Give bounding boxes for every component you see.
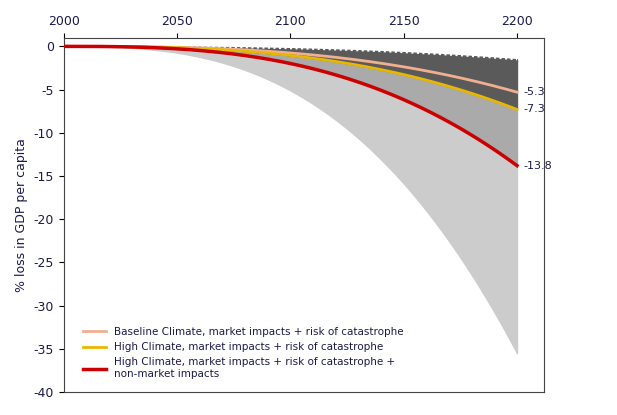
Text: -5.3: -5.3 — [524, 87, 545, 97]
Legend: Baseline Climate, market impacts + risk of catastrophe, High Climate, market imp: Baseline Climate, market impacts + risk … — [78, 323, 408, 383]
Text: -13.8: -13.8 — [524, 161, 553, 171]
Text: -7.3: -7.3 — [524, 105, 545, 115]
Y-axis label: % loss in GDP per capita: % loss in GDP per capita — [15, 138, 28, 292]
